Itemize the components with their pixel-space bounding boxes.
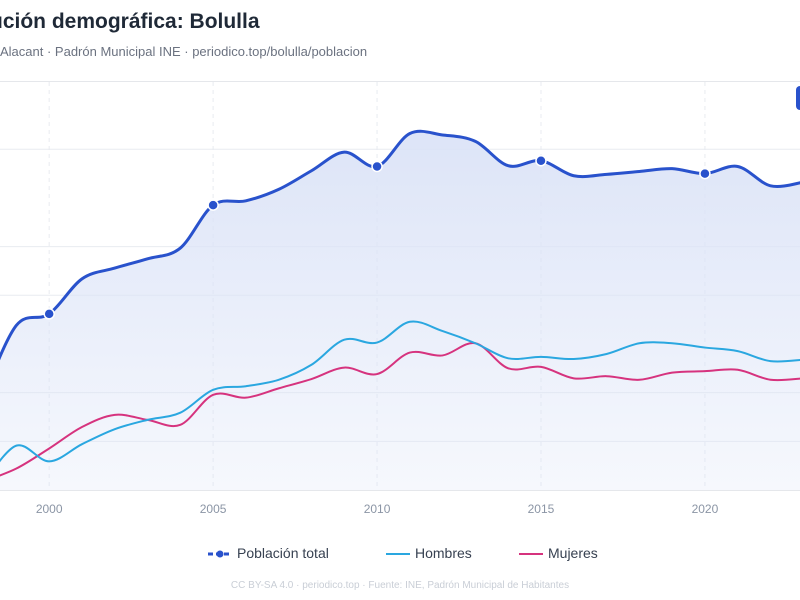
total-marker-2015 [535,154,547,167]
legend-label-mujeres: Mujeres [548,545,598,561]
total-marker-2000 [43,308,55,320]
legend-item-mujeres[interactable]: Mujeres [518,545,598,561]
legend-label-hombres: Hombres [415,545,472,561]
series-line-mujeres [0,342,800,477]
x-tick-label-0: 2000 [36,502,63,516]
total-marker-2020 [699,167,711,180]
x-tick-label-4: 2020 [692,502,719,516]
series-line-total [0,129,800,361]
total-marker-2010 [371,160,383,173]
series-line-hombres [0,320,800,463]
plot-area [0,81,800,491]
legend-label-total: Población total [237,545,329,561]
x-tick-label-2: 2010 [364,502,391,516]
legend-item-hombres[interactable]: Hombres [385,545,472,561]
chart-title: ución demográfica: Bolulla [0,10,260,33]
x-tick-label-1: 2005 [200,502,227,516]
plot-lines [0,129,800,490]
legend-item-total[interactable]: Población total [207,545,329,561]
corner-toggle-button[interactable] [796,86,800,110]
chart-subtitle: Alacant · Padrón Municipal INE · periodi… [0,44,368,59]
x-tick-label-3: 2015 [528,502,555,516]
legend-swatch-total [208,550,232,558]
legend-swatch-hombres [386,553,410,556]
total-area-fill [0,131,800,490]
footer-credits: CC BY-SA 4.0 · periodico.top · Fuente: I… [230,580,570,591]
legend-swatch-mujeres [519,553,543,556]
total-marker-2005 [207,199,219,211]
